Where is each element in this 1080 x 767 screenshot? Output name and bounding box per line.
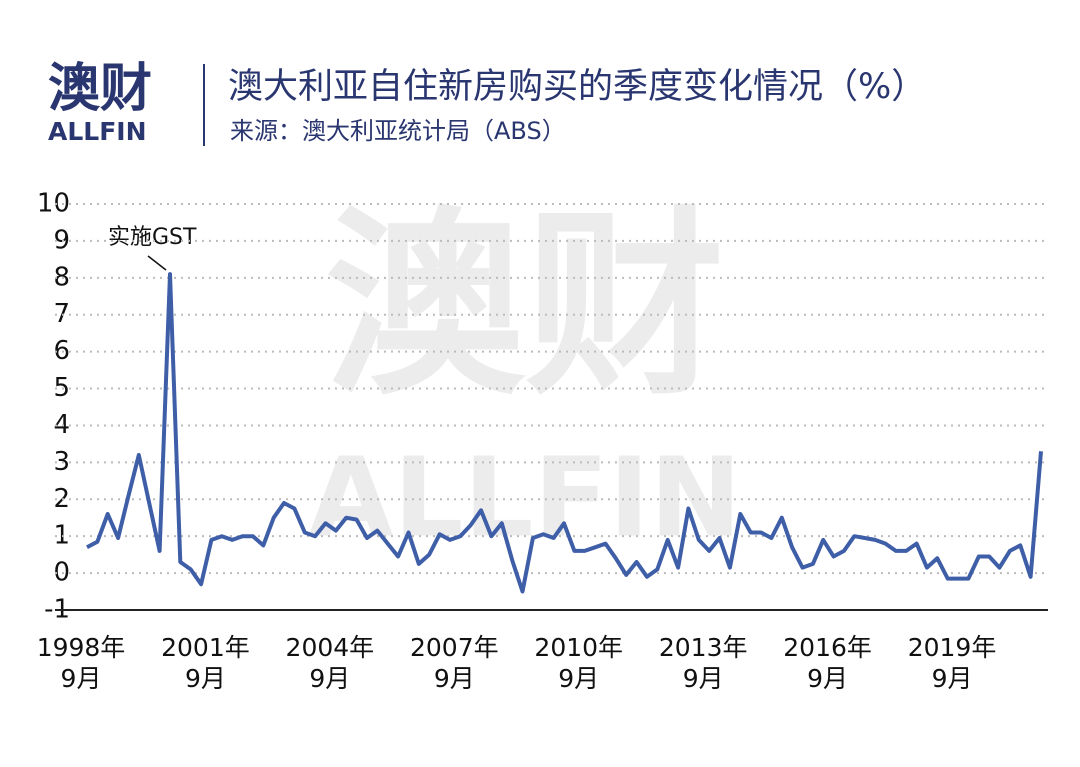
y-tick-label: 4 bbox=[53, 410, 70, 440]
x-tick-label: 2007年 9月 bbox=[409, 633, 499, 693]
x-tick-label: 2004年 9月 bbox=[285, 633, 375, 693]
y-tick-label: 8 bbox=[53, 262, 70, 292]
chart-subtitle: 来源：澳大利亚统计局（ABS） bbox=[230, 117, 566, 145]
watermark-logo: 澳财 bbox=[325, 190, 725, 423]
x-tick-label: 2016年 9月 bbox=[783, 633, 872, 693]
y-tick-label: 3 bbox=[53, 447, 70, 477]
annotation: 实施GST bbox=[108, 225, 197, 250]
x-tick-label: 1998年 9月 bbox=[36, 633, 126, 693]
logo-name: 澳财 bbox=[48, 59, 152, 119]
x-tick-label: 2019年 9月 bbox=[907, 633, 997, 693]
logo-sub: ALLFIN bbox=[48, 117, 147, 146]
data-line bbox=[86, 272, 1043, 594]
y-tick-label: 7 bbox=[53, 299, 70, 329]
watermark: 澳财 ALLFIN bbox=[308, 190, 741, 562]
y-tick-label: 5 bbox=[53, 373, 70, 403]
y-tick-label: 1 bbox=[53, 521, 70, 551]
y-tick-label: 10 bbox=[37, 189, 70, 219]
annotation-leader bbox=[147, 255, 167, 271]
y-tick-label: 0 bbox=[53, 558, 70, 588]
y-tick-label: 6 bbox=[53, 336, 70, 366]
y-tick-label: 2 bbox=[53, 484, 70, 514]
x-tick-label: 2013年 9月 bbox=[658, 633, 748, 693]
watermark-sub: ALLFIN bbox=[308, 433, 741, 561]
x-tick-label: 2010年 9月 bbox=[534, 633, 624, 693]
chart-title: 澳大利亚自住新房购买的季度变化情况（%） bbox=[228, 67, 926, 107]
y-tick-label: 9 bbox=[53, 225, 70, 255]
x-tick-label: 2001年 9月 bbox=[161, 633, 250, 693]
